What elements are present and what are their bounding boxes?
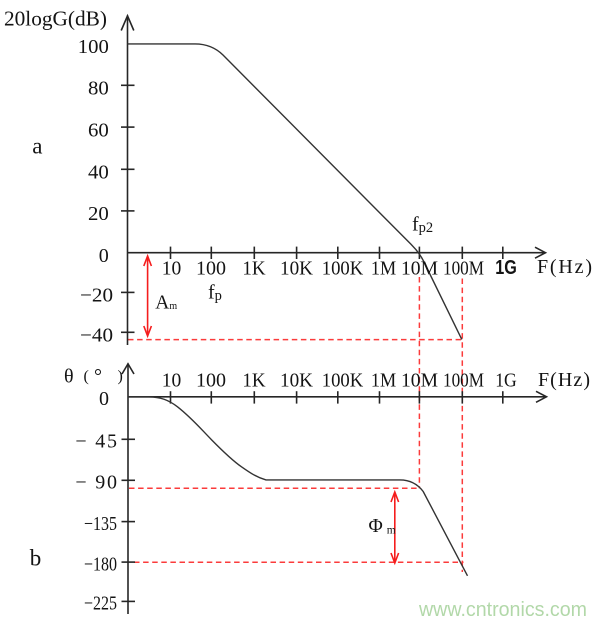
svg-text:10M: 10M [401, 370, 438, 392]
svg-text:100K: 100K [322, 258, 364, 280]
svg-text:a: a [32, 134, 42, 159]
svg-text:1G: 1G [495, 257, 517, 279]
svg-text:°: ° [94, 366, 102, 388]
svg-text:1M: 1M [371, 370, 396, 392]
svg-text:b: b [30, 546, 42, 571]
svg-text:−180: −180 [84, 553, 117, 575]
svg-text:− 45: − 45 [75, 431, 117, 453]
svg-text:100K: 100K [322, 370, 364, 392]
svg-text:θ: θ [64, 366, 74, 388]
svg-text:1G: 1G [495, 370, 517, 392]
svg-text:fp2: fp2 [412, 214, 433, 237]
svg-text:1K: 1K [242, 258, 266, 280]
svg-text:−135: −135 [84, 513, 117, 535]
svg-text:40: 40 [88, 162, 109, 184]
svg-text:0: 0 [99, 388, 109, 410]
svg-text:www.cntronics.com: www.cntronics.com [418, 598, 587, 621]
svg-text:−40: −40 [80, 325, 113, 347]
svg-text:60: 60 [88, 119, 109, 141]
svg-text:fp: fp [208, 282, 222, 305]
svg-text:100: 100 [78, 36, 109, 58]
svg-text:F(Hz): F(Hz) [537, 256, 592, 278]
svg-text:10K: 10K [280, 370, 314, 392]
svg-text:− 90: − 90 [75, 472, 117, 494]
svg-text:1K: 1K [242, 370, 266, 392]
svg-text:10: 10 [162, 370, 182, 392]
svg-text:10K: 10K [280, 258, 314, 280]
svg-text:100: 100 [196, 258, 226, 280]
svg-text:F(Hz): F(Hz) [538, 369, 590, 391]
svg-text:0: 0 [99, 245, 109, 267]
svg-text:20: 20 [88, 203, 109, 225]
svg-text:80: 80 [88, 78, 109, 100]
svg-text:−20: −20 [80, 285, 113, 307]
svg-text:100M: 100M [443, 370, 484, 392]
svg-text:1M: 1M [371, 258, 396, 280]
svg-text:10M: 10M [401, 258, 438, 280]
svg-text:100M: 100M [443, 258, 484, 280]
svg-text:10: 10 [162, 258, 182, 280]
svg-text:−225: −225 [84, 593, 117, 615]
svg-text:20logG(dB): 20logG(dB) [4, 7, 107, 31]
svg-text:100: 100 [196, 370, 226, 392]
svg-text:(: ( [84, 368, 89, 385]
svg-text:): ) [118, 368, 123, 385]
